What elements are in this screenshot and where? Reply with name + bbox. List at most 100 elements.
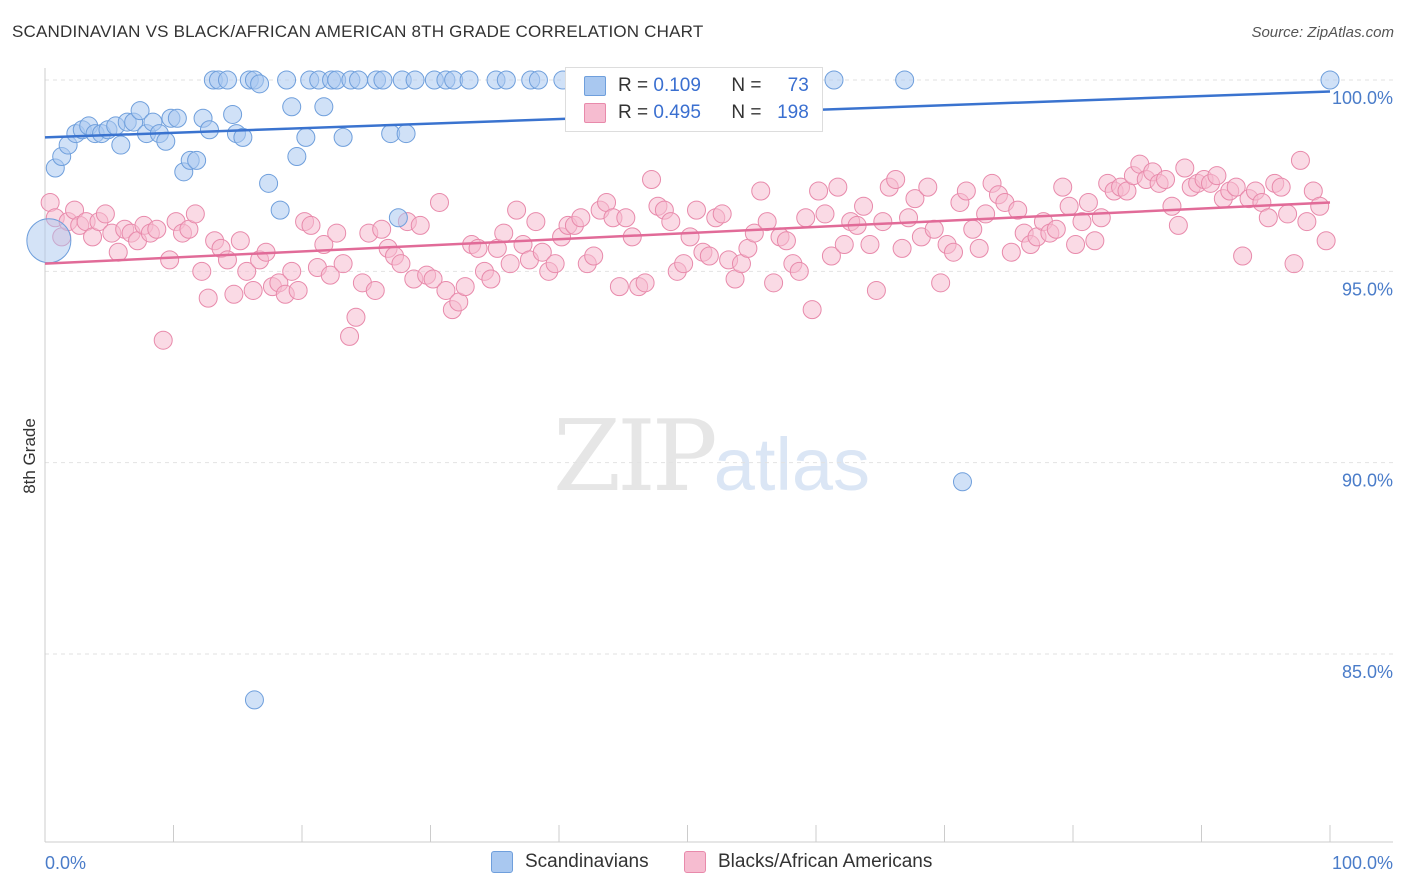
y-tick-label: 85.0% [1342, 662, 1393, 682]
data-point [764, 273, 784, 293]
data-point [776, 231, 796, 251]
data-point [1156, 169, 1176, 189]
legend-stats: R = 0.109 N = 73 R = 0.495 N = 198 [565, 67, 823, 132]
legend-swatch-pink [584, 103, 606, 123]
data-point [1008, 200, 1028, 220]
data-point [296, 127, 316, 147]
data-point [1310, 196, 1330, 216]
data-point [1046, 219, 1066, 239]
data-point [153, 330, 173, 350]
series-scandinavian-points [26, 70, 1340, 710]
tick-labels: 100.0% 95.0% 90.0% 85.0% 0.0% 100.0% [45, 88, 1393, 873]
data-point [892, 238, 912, 258]
x-tick-label: 0.0% [45, 853, 86, 873]
data-point [712, 204, 732, 224]
data-point [250, 74, 270, 94]
r-label: R = [618, 75, 649, 96]
data-point [494, 223, 514, 243]
data-point [185, 204, 205, 224]
data-point [1258, 208, 1278, 228]
data-point [282, 97, 302, 117]
data-point [233, 127, 253, 147]
data-point [699, 246, 719, 266]
data-point [1053, 177, 1073, 197]
data-point [388, 208, 408, 228]
data-point [828, 177, 848, 197]
data-point [147, 219, 167, 239]
data-point [686, 200, 706, 220]
data-point [821, 246, 841, 266]
data-point [924, 219, 944, 239]
data-point [507, 200, 527, 220]
y-tick-label: 95.0% [1342, 279, 1393, 299]
data-point [854, 196, 874, 216]
data-point [372, 219, 392, 239]
data-point [156, 131, 176, 151]
data-point [1162, 196, 1182, 216]
data-point [873, 212, 893, 232]
data-point [500, 254, 520, 274]
data-point [244, 690, 264, 710]
data-point [860, 235, 880, 255]
data-point [952, 472, 972, 492]
data-point [789, 261, 809, 281]
n-value: 198 [777, 102, 809, 123]
data-point [237, 261, 257, 281]
data-point [1175, 158, 1195, 178]
chart-title: SCANDINAVIAN VS BLACK/AFRICAN AMERICAN 8… [12, 22, 704, 41]
data-point [111, 135, 131, 155]
data-point [1320, 70, 1340, 90]
data-point [455, 277, 475, 297]
data-point [187, 150, 207, 170]
data-point [802, 300, 822, 320]
legend-item-blacks-african-americans[interactable]: Blacks/African Americans [684, 851, 932, 873]
data-point [1278, 204, 1298, 224]
data-point [270, 200, 290, 220]
data-point [314, 97, 334, 117]
data-point [895, 70, 915, 90]
data-point [815, 204, 835, 224]
data-point [365, 280, 385, 300]
data-point [423, 269, 443, 289]
data-point [943, 242, 963, 262]
data-point [616, 208, 636, 228]
series-black-african-american-points [40, 150, 1336, 350]
data-point [288, 280, 308, 300]
data-point [905, 189, 925, 209]
data-point [661, 212, 681, 232]
data-point [333, 127, 353, 147]
data-point [1085, 231, 1105, 251]
data-point [95, 204, 115, 224]
data-point [1284, 254, 1304, 274]
data-point [410, 215, 430, 235]
data-point [230, 231, 250, 251]
data-point [346, 307, 366, 327]
data-point [526, 212, 546, 232]
data-point [243, 280, 263, 300]
data-point [436, 280, 456, 300]
y-tick-label: 90.0% [1342, 471, 1393, 491]
data-point [969, 238, 989, 258]
data-point [167, 108, 187, 128]
data-point [223, 104, 243, 124]
data-point [918, 177, 938, 197]
data-point [809, 181, 829, 201]
data-point [609, 277, 629, 297]
data-point [1072, 212, 1092, 232]
data-point [642, 169, 662, 189]
r-value: 0.109 [653, 75, 701, 96]
data-point [1316, 231, 1336, 251]
data-point [277, 70, 297, 90]
watermark-zip: ZIP [553, 400, 718, 514]
legend-label: Blacks/African Americans [718, 851, 933, 872]
data-point [481, 269, 501, 289]
data-point [26, 218, 72, 264]
data-point [340, 326, 360, 346]
data-point [751, 181, 771, 201]
data-point [282, 261, 302, 281]
watermark-atlas: atlas [713, 423, 871, 506]
data-point [224, 284, 244, 304]
r-label: R = [618, 102, 649, 123]
legend-item-scandinavians[interactable]: Scandinavians [491, 851, 649, 873]
data-point [528, 70, 548, 90]
